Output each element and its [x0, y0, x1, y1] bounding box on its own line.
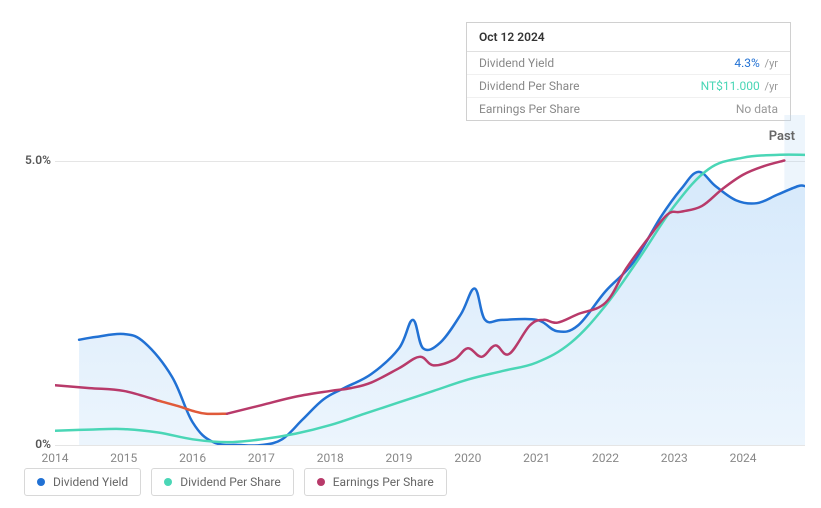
- legend-dot-icon: [37, 478, 45, 486]
- x-axis-label: 2016: [179, 451, 206, 465]
- legend-label: Earnings Per Share: [333, 475, 434, 489]
- area-dividend-yield: [79, 172, 805, 445]
- x-axis-label: 2017: [248, 451, 275, 465]
- chart-area: 0%5.0% Past 2014201520162017201820192020…: [15, 115, 805, 445]
- tooltip-row-label: Earnings Per Share: [479, 102, 580, 116]
- y-axis-label: 0%: [35, 437, 51, 451]
- past-label: Past: [769, 129, 795, 144]
- legend: Dividend Yield Dividend Per Share Earnings…: [24, 468, 447, 496]
- plot: Past: [55, 115, 805, 445]
- x-axis-label: 2018: [317, 451, 344, 465]
- legend-item[interactable]: Earnings Per Share: [304, 468, 447, 496]
- tooltip-row-value: 4.3% /yr: [734, 56, 778, 70]
- tooltip-row-value: No data: [736, 102, 778, 116]
- x-axis-label: 2022: [592, 451, 619, 465]
- legend-item[interactable]: Dividend Yield: [24, 468, 141, 496]
- tooltip-row: Dividend Yield 4.3% /yr: [467, 52, 790, 75]
- tooltip-box: Oct 12 2024 Dividend Yield4.3% /yrDivide…: [466, 22, 791, 121]
- legend-label: Dividend Per Share: [180, 475, 281, 489]
- tooltip-row: Dividend Per Share NT$11.000 /yr: [467, 75, 790, 98]
- legend-dot-icon: [164, 478, 172, 486]
- tooltip-row-label: Dividend Per Share: [479, 79, 580, 93]
- x-axis-label: 2020: [454, 451, 481, 465]
- legend-dot-icon: [317, 478, 325, 486]
- legend-label: Dividend Yield: [53, 475, 128, 489]
- x-axis-label: 2021: [523, 451, 550, 465]
- tooltip-row-value: NT$11.000 /yr: [701, 79, 778, 93]
- x-axis-label: 2024: [730, 451, 757, 465]
- legend-item[interactable]: Dividend Per Share: [151, 468, 294, 496]
- tooltip-row-label: Dividend Yield: [479, 56, 554, 70]
- x-axis-label: 2015: [110, 451, 137, 465]
- x-axis-label: 2023: [661, 451, 688, 465]
- y-axis-label: 5.0%: [25, 153, 51, 167]
- x-axis-label: 2014: [42, 451, 69, 465]
- x-axis-label: 2019: [386, 451, 413, 465]
- tooltip-date: Oct 12 2024: [467, 23, 790, 52]
